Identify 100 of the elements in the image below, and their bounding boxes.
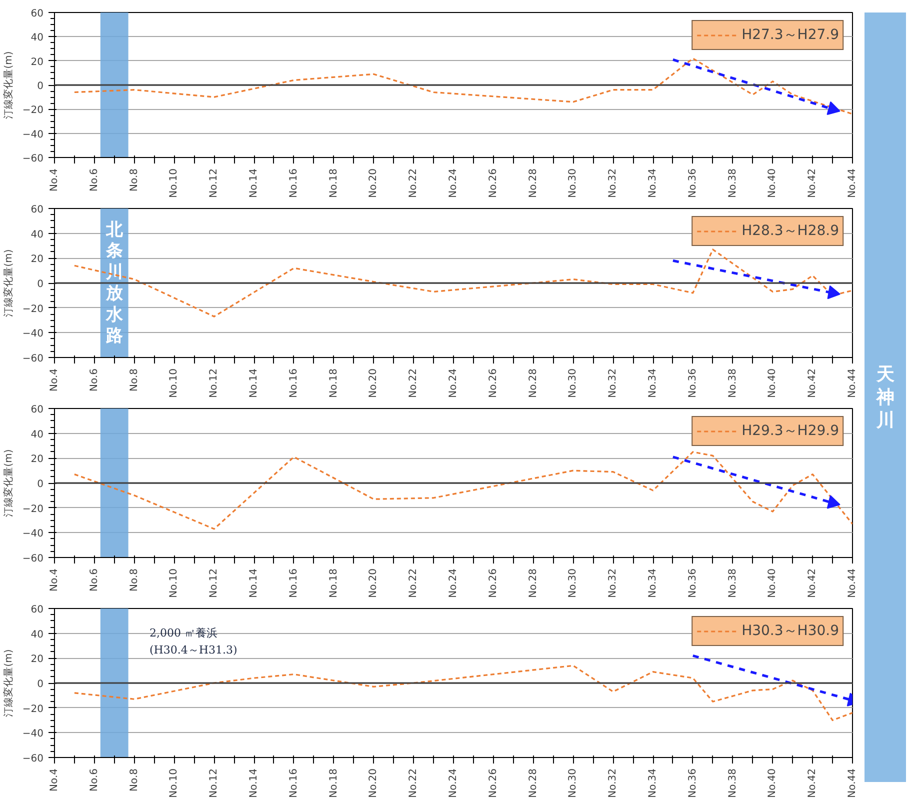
x-tick-label: No.30 xyxy=(568,568,579,598)
y-tick-label: 20 xyxy=(30,254,44,266)
y-tick-label: 20 xyxy=(30,654,44,666)
x-tick-label: No.20 xyxy=(368,368,380,398)
x-tick-label: No.14 xyxy=(248,368,260,398)
y-tick-label: 40 xyxy=(30,629,44,640)
y-tick-label: 0 xyxy=(37,679,44,690)
y-tick-label: 0 xyxy=(37,279,44,290)
y-axis-title: 汀線変化量(m) xyxy=(2,449,14,517)
y-axis-title: 汀線変化量(m) xyxy=(2,51,14,119)
x-tick-label: No.4 xyxy=(49,168,60,192)
x-tick-label: No.32 xyxy=(608,568,619,598)
x-tick-label: No.38 xyxy=(727,368,738,398)
x-tick-label: No.44 xyxy=(847,768,858,798)
y-tick-label: 40 xyxy=(30,32,44,44)
text: 天神川 xyxy=(876,364,894,432)
x-tick-label: No.6 xyxy=(88,568,100,592)
x-tick-label: No.24 xyxy=(448,168,459,198)
x-tick-label: No.10 xyxy=(168,768,180,798)
x-tick-label: No.38 xyxy=(727,768,738,798)
y-axis-title: 汀線変化量(m) xyxy=(2,649,14,717)
x-tick-label: No.4 xyxy=(49,368,60,392)
x-tick-label: No.16 xyxy=(288,568,300,598)
line-series xyxy=(74,664,852,722)
y-tick-label: −40 xyxy=(22,528,44,540)
x-tick-label: No.40 xyxy=(767,568,778,598)
x-tick-label: No.44 xyxy=(847,168,858,198)
x-tick-label: No.8 xyxy=(128,168,140,192)
x-tick-label: No.24 xyxy=(448,368,459,398)
y-tick-label: 0 xyxy=(37,479,44,490)
legend-label: H27.3～H27.9 xyxy=(742,26,839,44)
x-tick-label: No.18 xyxy=(328,568,340,598)
y-tick-label: 20 xyxy=(30,454,44,466)
y-tick-label: −20 xyxy=(22,105,44,116)
x-tick-label: No.44 xyxy=(847,568,858,598)
x-tick-label: No.16 xyxy=(288,168,300,198)
x-tick-label: No.32 xyxy=(608,168,619,198)
x-tick-label: No.18 xyxy=(328,368,340,398)
x-tick-label: No.4 xyxy=(49,768,60,792)
x-tick-label: No.40 xyxy=(767,168,778,198)
y-tick-label: −40 xyxy=(22,129,44,140)
y-tick-label: −40 xyxy=(22,328,44,340)
x-tick-label: No.38 xyxy=(727,168,738,198)
annotation: 2,000 ㎡養浜 (H30.4～H31.3) xyxy=(150,626,238,656)
x-tick-label: No.20 xyxy=(368,568,380,598)
x-tick-label: No.42 xyxy=(807,768,818,798)
legend-label: H29.3～H29.9 xyxy=(742,422,839,440)
x-tick-label: No.28 xyxy=(528,568,539,598)
x-tick-label: No.22 xyxy=(408,568,420,598)
x-tick-label: No.36 xyxy=(687,168,698,198)
x-tick-label: No.44 xyxy=(847,368,858,398)
x-tick-label: No.8 xyxy=(128,568,140,592)
x-tick-label: No.14 xyxy=(248,168,260,198)
x-tick-label: No.10 xyxy=(168,368,180,398)
x-tick-label: No.42 xyxy=(807,368,818,398)
y-tick-label: −20 xyxy=(22,504,44,515)
x-tick-label: No.30 xyxy=(568,168,579,198)
x-tick-label: No.36 xyxy=(687,768,698,798)
y-tick-label: 0 xyxy=(37,81,44,92)
line-series xyxy=(74,58,852,115)
x-tick-label: No.18 xyxy=(328,768,340,798)
y-axis-title: 汀線変化量(m) xyxy=(2,249,14,317)
x-tick-label: No.24 xyxy=(448,568,459,598)
x-tick-label: No.28 xyxy=(528,768,539,798)
x-tick-label: No.4 xyxy=(49,568,60,592)
x-tick-label: No.8 xyxy=(128,368,140,392)
x-tick-label: No.6 xyxy=(88,168,100,192)
x-tick-label: No.14 xyxy=(248,768,260,798)
x-tick-label: No.6 xyxy=(88,368,100,392)
x-tick-label: No.30 xyxy=(568,768,579,798)
x-tick-label: No.22 xyxy=(408,368,420,398)
y-tick-label: 60 xyxy=(30,404,44,416)
y-tick-label: 60 xyxy=(30,204,44,216)
x-tick-label: No.32 xyxy=(608,768,619,798)
y-tick-label: −20 xyxy=(22,704,44,715)
y-tick-label: −60 xyxy=(22,354,44,364)
x-tick-label: No.12 xyxy=(208,168,220,198)
x-tick-label: No.36 xyxy=(687,368,698,398)
y-tick-label: −60 xyxy=(22,554,44,564)
x-tick-label: No.26 xyxy=(488,568,499,598)
y-tick-label: −60 xyxy=(22,754,44,764)
x-tick-label: No.26 xyxy=(488,768,499,798)
y-tick-label: 40 xyxy=(30,429,44,440)
x-tick-label: No.14 xyxy=(248,568,260,598)
x-tick-label: No.38 xyxy=(727,568,738,598)
x-tick-label: No.12 xyxy=(208,768,220,798)
x-tick-label: No.16 xyxy=(288,368,300,398)
x-tick-label: No.34 xyxy=(648,568,658,598)
y-tick-label: 40 xyxy=(30,229,44,240)
x-tick-label: No.22 xyxy=(408,168,420,198)
y-tick-label: −20 xyxy=(22,304,44,315)
x-tick-label: No.10 xyxy=(168,568,180,598)
x-tick-label: No.12 xyxy=(208,368,220,398)
x-tick-label: No.34 xyxy=(648,368,658,398)
x-tick-label: No.28 xyxy=(528,168,539,198)
x-tick-label: No.12 xyxy=(208,568,220,598)
x-tick-label: No.34 xyxy=(648,168,658,198)
x-tick-label: No.20 xyxy=(368,168,380,198)
x-tick-label: No.36 xyxy=(687,568,698,598)
legend-label: H28.3～H28.9 xyxy=(742,222,839,240)
